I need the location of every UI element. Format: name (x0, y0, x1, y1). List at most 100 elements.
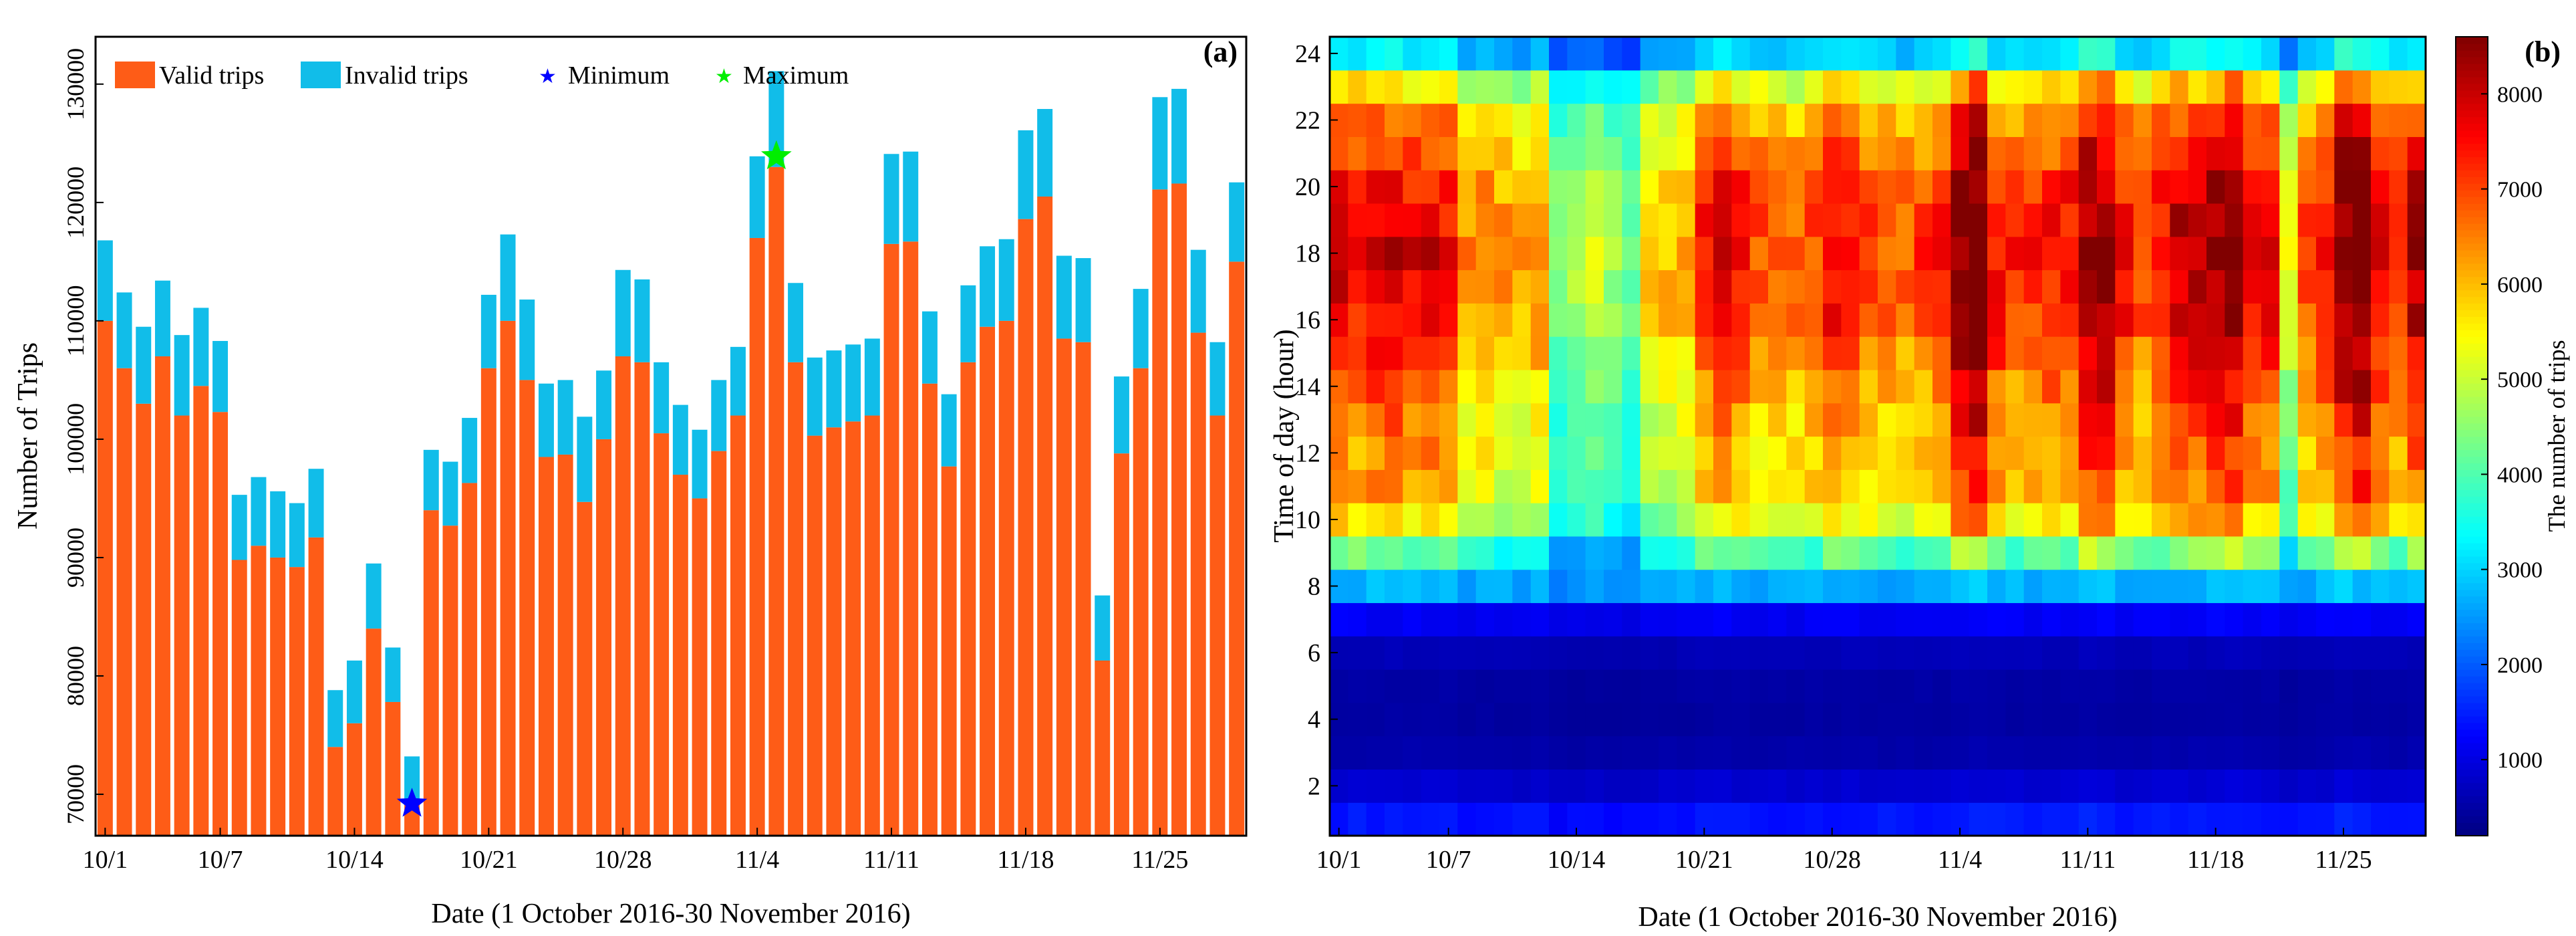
bar-invalid (212, 340, 229, 413)
bar-valid (1133, 368, 1149, 836)
heatmap-cell (1330, 469, 1348, 503)
heatmap-cell (2005, 303, 2025, 337)
heatmap-cell (2389, 269, 2408, 304)
heatmap-cell (2005, 203, 2025, 237)
heatmap-cell (1695, 769, 1714, 803)
heatmap-cell (2389, 702, 2408, 737)
heatmap-cell (2243, 303, 2262, 337)
heatmap-cell (1659, 569, 1677, 604)
heatmap-cell (2225, 769, 2244, 803)
heatmap-cell (1403, 70, 1422, 104)
heatmap-cell (1878, 369, 1896, 404)
heatmap-cell (1567, 536, 1586, 570)
heatmap-cell (2407, 735, 2426, 770)
heatmap-cell (2225, 536, 2244, 570)
heatmap-cell (1530, 269, 1550, 304)
heatmap-cell (1768, 436, 1787, 470)
colorbar-strip (2456, 197, 2488, 204)
heatmap-cell (1585, 236, 1604, 271)
heatmap-cell (1403, 536, 1422, 570)
heatmap-cell (2279, 802, 2299, 836)
heatmap-cell (2078, 269, 2098, 304)
heatmap-cell (2407, 136, 2426, 170)
heatmap-cell (2389, 303, 2408, 337)
heatmap-cell (1749, 203, 1769, 237)
heatmap-cell (1494, 702, 1513, 737)
heatmap-cell (1786, 402, 1806, 437)
heatmap-cell (2115, 303, 2134, 337)
heatmap-cell (1585, 536, 1604, 570)
heatmap-cell (2097, 636, 2116, 670)
heatmap-cell (1640, 569, 1659, 604)
heatmap-cell (1330, 70, 1348, 104)
heatmap-cell (1969, 70, 1988, 104)
heatmap-cell (1475, 536, 1495, 570)
colorbar-strip (2456, 649, 2488, 657)
heatmap-cell (1385, 702, 1403, 737)
bar-invalid (1152, 97, 1168, 190)
heatmap-cell (2225, 669, 2244, 703)
heatmap-cell (1385, 602, 1403, 636)
x-tick-label: 11/4 (735, 846, 779, 874)
heatmap-cell (1841, 636, 1860, 670)
heatmap-cell (2170, 70, 2189, 104)
colorbar-strip (2456, 343, 2488, 350)
heatmap-cell (2097, 735, 2116, 770)
heatmap-cell (2261, 569, 2280, 604)
heatmap-cell (1366, 303, 1385, 337)
heatmap-cell (1841, 569, 1860, 604)
heatmap-cell (2389, 569, 2408, 604)
bar-valid (154, 356, 170, 836)
heatmap-cell (1786, 136, 1806, 170)
heatmap-cell (2243, 402, 2262, 437)
heatmap-cell (1549, 170, 1568, 204)
heatmap-cell (1731, 503, 1751, 537)
heatmap-cell (1421, 769, 1440, 803)
heatmap-cell (1348, 136, 1367, 170)
heatmap-cell (1749, 103, 1769, 137)
heatmap-cell (1823, 170, 1842, 204)
heatmap-cell (1933, 569, 1951, 604)
heatmap-cell (2206, 336, 2225, 370)
heatmap-cell (1933, 170, 1951, 204)
bar-invalid (615, 269, 631, 356)
colorbar-strip (2456, 749, 2488, 757)
heatmap-cell (1859, 269, 1878, 304)
heatmap-cell (2023, 735, 2043, 770)
heatmap-cell (1823, 436, 1842, 470)
heatmap-cell (1804, 369, 1824, 404)
heatmap-cell (1749, 702, 1769, 737)
heatmap-cell (1585, 37, 1604, 71)
colorbar-strip (2456, 469, 2488, 477)
colorbar-strip (2456, 216, 2488, 224)
heatmap-cell (1841, 503, 1860, 537)
heatmap-cell (1659, 402, 1677, 437)
heatmap-cell (1951, 37, 1970, 71)
heatmap-cell (1403, 170, 1422, 204)
heatmap-cell (2170, 735, 2189, 770)
heatmap-cell (1549, 70, 1568, 104)
x-tick-label: 11/25 (1131, 846, 1188, 874)
heatmap-cell (2389, 802, 2408, 836)
heatmap-cell (1475, 203, 1495, 237)
maximum-marker (761, 140, 792, 170)
heatmap-cell (1933, 735, 1951, 770)
heatmap-cell (1987, 402, 2006, 437)
heatmap-cell (1457, 37, 1477, 71)
heatmap-cell (1604, 669, 1622, 703)
bar-invalid (519, 300, 535, 380)
heatmap-cell (2078, 303, 2098, 337)
heatmap-cell (1914, 203, 1933, 237)
heatmap-cell (2389, 536, 2408, 570)
heatmap-cell (1403, 336, 1422, 370)
heatmap-cell (1859, 303, 1878, 337)
heatmap-cell (1987, 769, 2006, 803)
heatmap-cell (2371, 236, 2390, 271)
heatmap-cell (1549, 735, 1568, 770)
colorbar-strip (2456, 629, 2488, 637)
heatmap-cell (2152, 602, 2170, 636)
heatmap-cell (2389, 236, 2408, 271)
heatmap-cell (2078, 369, 2098, 404)
heatmap-cell (1421, 503, 1440, 537)
heatmap-cell (1512, 503, 1532, 537)
